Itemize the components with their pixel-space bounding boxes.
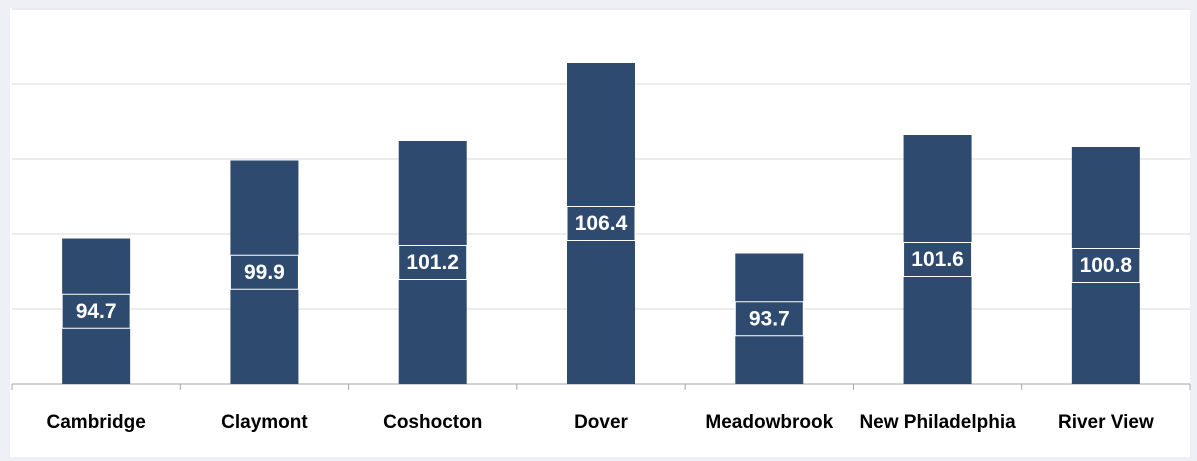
x-tick-label: Claymont bbox=[221, 412, 308, 433]
value-label-box bbox=[61, 293, 131, 329]
value-label: 99.9 bbox=[244, 261, 285, 284]
value-label: 94.7 bbox=[76, 300, 117, 323]
x-tick-label: Meadowbrook bbox=[705, 412, 833, 433]
value-label-box bbox=[229, 254, 299, 290]
x-tick-label: River View bbox=[1058, 412, 1154, 433]
value-label: 106.4 bbox=[575, 212, 628, 235]
value-label: 93.7 bbox=[749, 307, 790, 330]
value-label-box bbox=[903, 242, 973, 277]
value-label-box bbox=[398, 245, 468, 280]
value-label: 101.2 bbox=[406, 251, 459, 274]
x-tick-label: New Philadelphia bbox=[859, 412, 1016, 433]
x-tick-label: Coshocton bbox=[383, 412, 482, 433]
value-label-box bbox=[1071, 248, 1141, 283]
value-label: 101.6 bbox=[911, 248, 964, 271]
x-tick-label: Cambridge bbox=[47, 412, 146, 433]
value-label: 100.8 bbox=[1080, 254, 1133, 277]
value-label-box bbox=[734, 301, 804, 337]
value-label-box bbox=[566, 206, 636, 241]
x-tick-label: Dover bbox=[574, 412, 628, 433]
